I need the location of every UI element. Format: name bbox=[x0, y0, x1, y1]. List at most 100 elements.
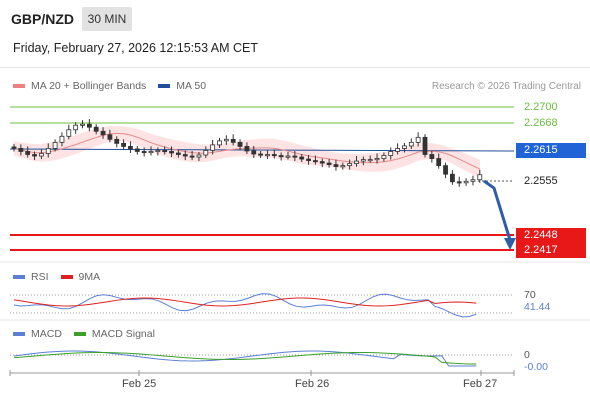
candle-body bbox=[121, 142, 126, 147]
ma50-swatch bbox=[158, 84, 171, 88]
research-credit: Research © 2026 Trading Central bbox=[431, 81, 581, 92]
x-label-feb26: Feb 26 bbox=[295, 378, 330, 390]
candle-body bbox=[456, 181, 462, 184]
candle-body bbox=[402, 145, 407, 149]
candle-body bbox=[39, 153, 44, 157]
candle-body bbox=[128, 146, 133, 150]
macd-lines bbox=[13, 350, 477, 367]
forecast-arrow bbox=[483, 179, 512, 241]
candle-body bbox=[306, 158, 311, 161]
candle-body bbox=[463, 180, 469, 184]
candle-body bbox=[354, 160, 359, 164]
candle-body bbox=[141, 151, 147, 154]
candle-body bbox=[203, 150, 209, 156]
timestamp: Friday, February 27, 2026 12:15:53 AM CE… bbox=[13, 41, 259, 55]
pivot-label: 2.2615 bbox=[516, 143, 586, 158]
r1-label: 2.2668 bbox=[524, 117, 558, 129]
candle-body bbox=[230, 138, 236, 143]
candle-body bbox=[443, 165, 448, 175]
price-legend: MA 20 + Bollinger Bands MA 50 bbox=[13, 80, 218, 92]
candle-body bbox=[292, 155, 298, 158]
rsi-line bbox=[13, 293, 477, 318]
candle-body bbox=[347, 163, 353, 167]
candle-body bbox=[45, 148, 51, 154]
rsi-value-label: 41.44 bbox=[524, 301, 551, 313]
candle-body bbox=[134, 148, 140, 152]
candle-body bbox=[162, 150, 168, 153]
candle-body bbox=[189, 155, 195, 158]
candle-body bbox=[175, 152, 181, 155]
candle-body bbox=[73, 124, 79, 131]
s1-label: 2.2448 bbox=[516, 228, 586, 243]
candle-body bbox=[374, 158, 380, 161]
macd-swatch bbox=[13, 332, 25, 336]
candle-body bbox=[25, 151, 31, 155]
legend-9ma: 9MA bbox=[60, 271, 101, 283]
legend-macd: MACD bbox=[13, 328, 62, 340]
candle-body bbox=[477, 174, 483, 181]
candle-body bbox=[100, 130, 106, 136]
s2-label: 2.2417 bbox=[516, 243, 586, 258]
candle-body bbox=[217, 140, 222, 146]
candle-body bbox=[367, 159, 373, 162]
symbol-title: GBP/NZD bbox=[11, 11, 74, 27]
r2-label: 2.2700 bbox=[524, 101, 558, 113]
candle-body bbox=[326, 162, 332, 166]
x-label-feb25: Feb 25 bbox=[122, 378, 157, 390]
chart-header: GBP/NZD 30 MIN bbox=[0, 0, 590, 36]
legend-ma20-label: MA 20 + Bollinger Bands bbox=[31, 80, 147, 92]
candle-body bbox=[196, 154, 202, 158]
forecast-arrowhead bbox=[504, 238, 516, 250]
candle-body bbox=[237, 141, 243, 147]
candle-body bbox=[52, 141, 58, 149]
rsi-ma-swatch bbox=[60, 275, 73, 279]
rsi-lines bbox=[13, 293, 477, 318]
ma50-line bbox=[9, 148, 515, 152]
candle-body bbox=[388, 151, 394, 156]
legend-rsi: RSI bbox=[13, 271, 49, 283]
candle-body bbox=[66, 129, 72, 137]
candle-body bbox=[422, 136, 428, 155]
candle-body bbox=[449, 173, 455, 183]
candle-body bbox=[155, 150, 161, 153]
legend-9ma-label: 9MA bbox=[78, 271, 101, 283]
candle-body bbox=[244, 146, 250, 152]
legend-rsi-label: RSI bbox=[31, 271, 49, 283]
candle-body bbox=[32, 154, 37, 157]
legend-ma50: MA 50 bbox=[158, 80, 206, 92]
candle-body bbox=[436, 158, 442, 167]
candle-body bbox=[18, 148, 24, 152]
x-label-feb27: Feb 27 bbox=[463, 378, 498, 390]
candle-body bbox=[182, 154, 188, 157]
candle-body bbox=[278, 155, 284, 158]
macd-value-label: -0.00 bbox=[524, 361, 548, 373]
macd-zero-label: 0 bbox=[524, 349, 530, 361]
candle-body bbox=[93, 126, 99, 132]
rsi-ma-line bbox=[13, 297, 477, 307]
candle-body bbox=[470, 179, 476, 182]
legend-macd-signal-label: MACD Signal bbox=[91, 328, 155, 340]
timeframe-button[interactable]: 30 MIN bbox=[82, 7, 132, 31]
candle-body bbox=[169, 151, 174, 154]
candles-group bbox=[11, 119, 483, 187]
legend-ma20: MA 20 + Bollinger Bands bbox=[13, 80, 146, 92]
candle-body bbox=[251, 150, 257, 155]
candle-body bbox=[148, 151, 154, 154]
legend-macd-signal: MACD Signal bbox=[73, 328, 155, 340]
candle-body bbox=[408, 141, 414, 147]
candle-body bbox=[395, 148, 401, 152]
candle-body bbox=[258, 153, 264, 156]
ma20-swatch bbox=[13, 84, 25, 88]
candle-body bbox=[319, 161, 325, 164]
candle-body bbox=[312, 160, 318, 163]
candle-body bbox=[360, 159, 366, 162]
candle-body bbox=[114, 138, 120, 144]
candle-body bbox=[381, 155, 387, 159]
rsi-swatch bbox=[13, 275, 25, 279]
last-price-label: 2.2555 bbox=[524, 175, 558, 187]
candle-body bbox=[107, 134, 113, 140]
candle-body bbox=[271, 154, 277, 157]
candle-body bbox=[59, 135, 65, 143]
candle-body bbox=[429, 154, 435, 159]
